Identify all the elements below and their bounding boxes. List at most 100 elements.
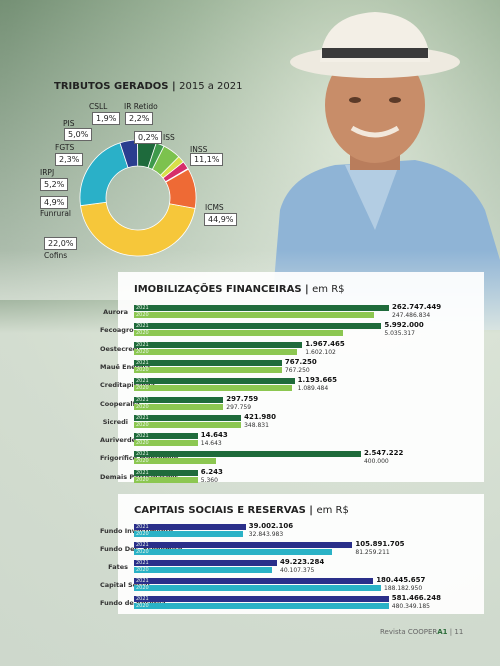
label-csll: CSLL — [89, 102, 108, 111]
cap-value-2020: 480.349.185 — [391, 603, 430, 610]
bar-year-label: 2020 — [136, 385, 149, 392]
bar-year-label: 2020 — [136, 531, 149, 537]
value-pis: 5,0% — [64, 128, 93, 141]
value-ir-retido: 2,2% — [125, 112, 154, 125]
bar-year-label: 2020 — [136, 585, 149, 591]
imob-value-2020: 14.643 — [200, 440, 222, 448]
tributos-donut-chart — [79, 139, 197, 257]
imob-value-2021: 421.980 — [244, 412, 276, 421]
bar-year-label: 2021 — [136, 323, 149, 330]
imob-value-2021: 262.747.449 — [392, 303, 442, 311]
cap-bar-2020: 2020 — [134, 531, 244, 537]
imob-bar-2021: 2021 — [134, 396, 224, 403]
bar-year-label: 2021 — [136, 596, 149, 602]
imob-value-2021: 2.547.222 — [363, 449, 404, 458]
bar-year-label: 2021 — [136, 451, 149, 458]
slice-icms — [80, 201, 196, 257]
label-fgts: FGTS — [55, 143, 75, 152]
imob-bar-2020: 2020 — [134, 458, 216, 465]
bar-year-label: 2020 — [136, 567, 149, 573]
cap-bar-2021: 2021 — [134, 542, 353, 548]
capitais-title: CAPITAIS SOCIAIS E RESERVAS | em R$ — [134, 505, 349, 516]
imob-bar-2020: 2020 — [134, 403, 224, 410]
bar-year-label: 2021 — [136, 542, 149, 548]
imob-bar-2021: 2021 — [134, 378, 295, 385]
imob-value-2020: 1.602.102 — [305, 348, 336, 356]
value-cofins: 22,0% — [44, 237, 78, 250]
cap-value-2020: 81.259.211 — [355, 549, 390, 556]
cap-value-2021: 180.445.657 — [376, 576, 426, 584]
cap-bar-2021: 2021 — [134, 524, 246, 530]
imob-bar-2020: 2020 — [134, 348, 298, 355]
bar-year-label: 2020 — [136, 312, 149, 318]
bar-year-label: 2021 — [136, 378, 149, 385]
imob-bar-2021: 2021 — [134, 414, 242, 421]
imob-value-2020: 348.831 — [244, 421, 269, 429]
imob-row-label: Auriverde — [100, 436, 137, 445]
imob-bar-2020: 2020 — [134, 476, 198, 483]
bar-year-label: 2020 — [136, 348, 149, 355]
page-footer: Revista COOPERA1 | 11 — [380, 628, 464, 636]
slice-cofins — [79, 142, 129, 207]
bar-year-label: 2021 — [136, 560, 149, 566]
cap-value-2020: 188.182.950 — [384, 585, 423, 592]
cap-value-2020: 32.843.983 — [248, 531, 284, 538]
label-funrural: Funrural — [40, 209, 72, 218]
cap-bar-2020: 2020 — [134, 549, 332, 555]
imob-bar-2021: 2021 — [134, 469, 198, 476]
label-ir-retido: IR Retido — [124, 102, 158, 111]
imob-row-label: Mauê Energia — [100, 362, 151, 371]
bar-year-label: 2020 — [136, 440, 149, 447]
bar-year-label: 2020 — [136, 549, 149, 555]
imob-value-2021: 767.250 — [284, 357, 317, 366]
imob-bar-2021: 2021 — [134, 451, 361, 458]
imob-bar-2020: 2020 — [134, 421, 242, 428]
imob-value-2020: 1.089.484 — [297, 385, 329, 393]
value-funrural: 4,9% — [40, 196, 69, 209]
bar-year-label: 2020 — [136, 403, 149, 410]
bar-year-label: 2020 — [136, 458, 149, 465]
imob-row-label: Oestecredi — [100, 344, 140, 353]
label-iss: ISS — [163, 133, 175, 142]
cap-value-2020: 40.107.375 — [280, 567, 315, 574]
imob-value-2021: 297.759 — [226, 394, 259, 403]
imob-value-2020: 767.250 — [284, 366, 310, 374]
imob-value-2021: 1.193.665 — [297, 376, 338, 385]
bar-year-label: 2021 — [136, 433, 149, 440]
value-fgts: 2,3% — [55, 153, 84, 166]
imob-row-label: Fecoagro — [100, 326, 134, 335]
value-icms: 44,9% — [204, 213, 238, 226]
imob-value-2021: 1.967.465 — [305, 339, 345, 348]
label-cofins: Cofins — [44, 251, 68, 260]
bar-year-label: 2021 — [136, 396, 149, 403]
value-iss: 0,2% — [134, 131, 163, 144]
imob-bar-2020: 2020 — [134, 330, 344, 337]
value-irpj: 5,2% — [40, 178, 69, 191]
cap-value-2021: 105.891.705 — [355, 540, 405, 548]
label-pis: PIS — [63, 119, 75, 128]
imob-bar-2021: 2021 — [134, 305, 389, 311]
bar-year-label: 2021 — [136, 414, 149, 421]
imob-bar-2021: 2021 — [134, 433, 198, 440]
imob-value-2020: 5.360 — [200, 476, 218, 484]
cap-value-2021: 581.466.248 — [391, 594, 441, 602]
imob-bar-2020: 2020 — [134, 366, 282, 373]
label-inss: INSS — [190, 145, 208, 154]
value-inss: 11,1% — [190, 153, 224, 166]
bar-year-label: 2020 — [136, 421, 149, 428]
cap-row-label: Fundo Des. Econômico — [100, 545, 182, 553]
value-csll: 1,9% — [92, 112, 121, 125]
bar-year-label: 2021 — [136, 578, 149, 584]
bar-year-label: 2021 — [136, 469, 149, 476]
cap-bar-2021: 2021 — [134, 596, 389, 602]
imob-bar-2021: 2021 — [134, 323, 382, 330]
label-icms: ICMS — [205, 203, 224, 212]
bar-year-label: 2021 — [136, 341, 149, 348]
bar-year-label: 2020 — [136, 476, 149, 483]
bar-year-label: 2020 — [136, 366, 149, 373]
cap-row-label: Fundo Investimento — [100, 527, 173, 535]
imob-row-label: Cooperalfa — [100, 399, 140, 408]
bar-year-label: 2020 — [136, 330, 149, 337]
imob-row-label: Aurora — [103, 308, 128, 316]
